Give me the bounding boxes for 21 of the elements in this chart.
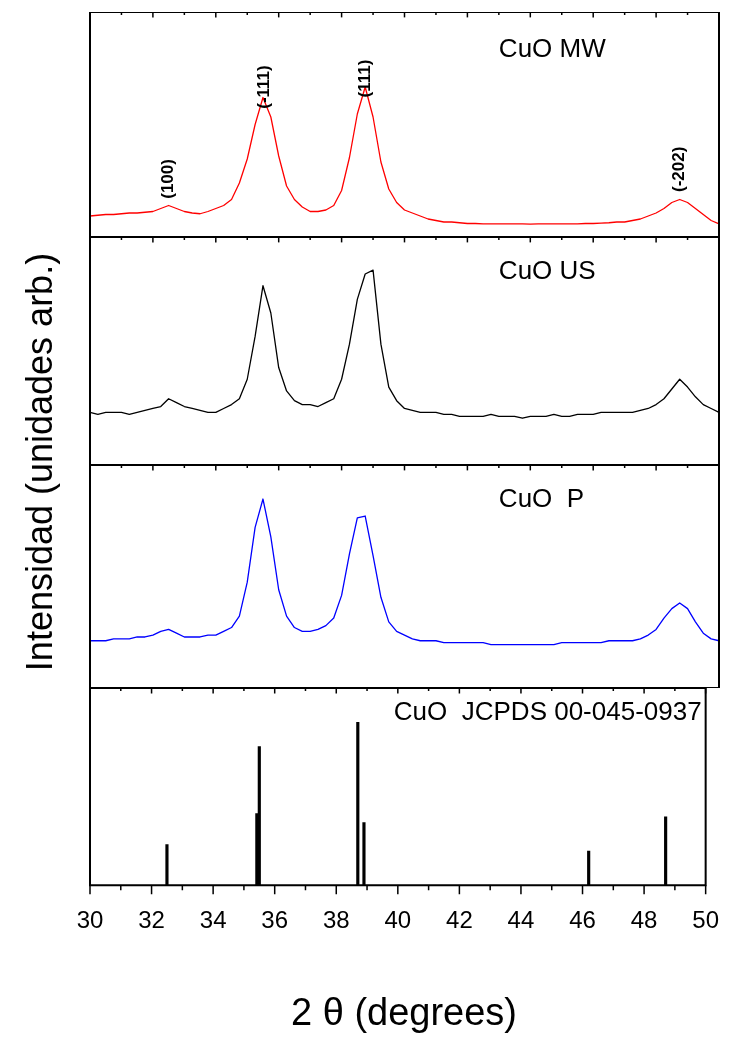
annotation: CuO P: [498, 483, 585, 514]
annotation: (-202): [669, 146, 689, 192]
x-tick-label: 38: [322, 906, 350, 934]
x-tick-label: 46: [569, 906, 596, 934]
annotation: (111): [354, 59, 374, 98]
x-tick-label: 32: [138, 906, 165, 934]
annotation: (100): [158, 159, 178, 199]
y-axis-title: Intensidad (unidades arb.): [19, 252, 61, 672]
x-tick-label: 42: [446, 906, 473, 934]
annotation: (-111): [254, 65, 274, 109]
x-tick-label: 48: [630, 906, 658, 934]
x-tick-label: 30: [76, 906, 104, 934]
x-tick-label: 50: [692, 906, 719, 934]
annotation: CuO JCPDS 00-045-0937: [393, 696, 702, 727]
x-tick-label: 34: [199, 906, 227, 934]
x-tick-label: 36: [261, 906, 289, 934]
text: CuO MW: [498, 33, 607, 64]
x-tick-label: 44: [507, 906, 535, 934]
annotation: CuO US: [498, 255, 596, 286]
x-axis-title: 2 θ (degrees): [290, 990, 518, 1034]
x-tick-label: 40: [384, 906, 412, 934]
